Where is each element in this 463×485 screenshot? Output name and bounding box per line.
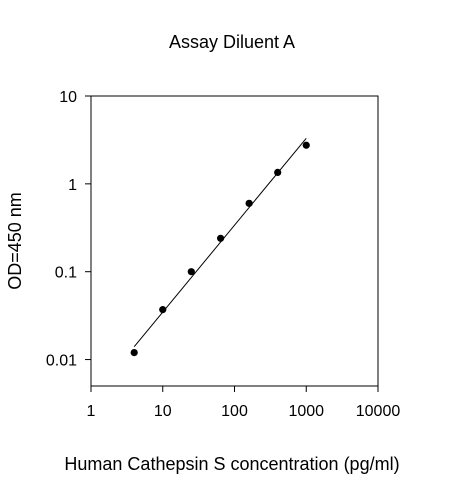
- x-axis-label: Human Cathepsin S concentration (pg/ml): [64, 454, 399, 474]
- y-tick-label: 0.1: [55, 265, 77, 282]
- x-tick-label: 10: [154, 403, 172, 420]
- y-tick-label: 10: [59, 89, 77, 106]
- y-axis-label: OD=450 nm: [5, 192, 25, 290]
- data-point: [159, 306, 167, 314]
- y-tick-label: 1: [68, 177, 77, 194]
- chart-title: Assay Diluent A: [169, 32, 295, 52]
- data-point: [245, 199, 253, 207]
- data-point: [130, 348, 138, 357]
- x-tick-label: 1000: [288, 403, 324, 420]
- data-point: [187, 268, 195, 276]
- data-point: [216, 234, 225, 242]
- fit-line: [133, 137, 307, 348]
- data-point: [274, 168, 282, 177]
- plot-area-frame: [90, 95, 379, 387]
- fit-lines: [133, 137, 307, 348]
- x-tick-label: 10000: [356, 403, 401, 420]
- x-axis-ticks: 1 10 100 1000 10000: [87, 386, 401, 420]
- y-tick-label: 0.01: [46, 353, 77, 370]
- x-tick-label: 100: [221, 403, 248, 420]
- data-points: [130, 141, 310, 357]
- data-point: [302, 141, 310, 149]
- y-axis-ticks: 0.01 0.1 1 10: [46, 89, 91, 370]
- x-tick-label: 1: [87, 403, 96, 420]
